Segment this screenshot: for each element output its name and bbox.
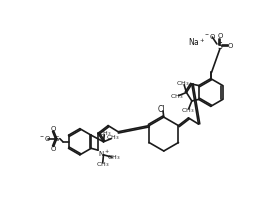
Text: O: O bbox=[51, 146, 56, 152]
Text: CH$_3$: CH$_3$ bbox=[106, 133, 120, 142]
Text: Na$^+$: Na$^+$ bbox=[188, 36, 206, 48]
Text: $^-$O: $^-$O bbox=[203, 32, 216, 41]
Text: O: O bbox=[217, 33, 223, 39]
Text: O: O bbox=[51, 126, 56, 132]
Text: S: S bbox=[217, 42, 222, 51]
Text: CH$_3$: CH$_3$ bbox=[96, 160, 110, 169]
Text: CH$_3$: CH$_3$ bbox=[98, 129, 112, 138]
Text: CH$_3$: CH$_3$ bbox=[181, 106, 195, 115]
Text: S: S bbox=[55, 136, 59, 142]
Text: CH$_3$: CH$_3$ bbox=[107, 153, 120, 162]
Text: CH$_3$: CH$_3$ bbox=[171, 92, 184, 101]
Text: $^-$O: $^-$O bbox=[38, 134, 51, 143]
Text: N$^+$: N$^+$ bbox=[97, 149, 110, 159]
Text: Cl: Cl bbox=[158, 105, 165, 114]
Text: O: O bbox=[227, 43, 233, 49]
Text: CH$_3$: CH$_3$ bbox=[176, 79, 189, 88]
